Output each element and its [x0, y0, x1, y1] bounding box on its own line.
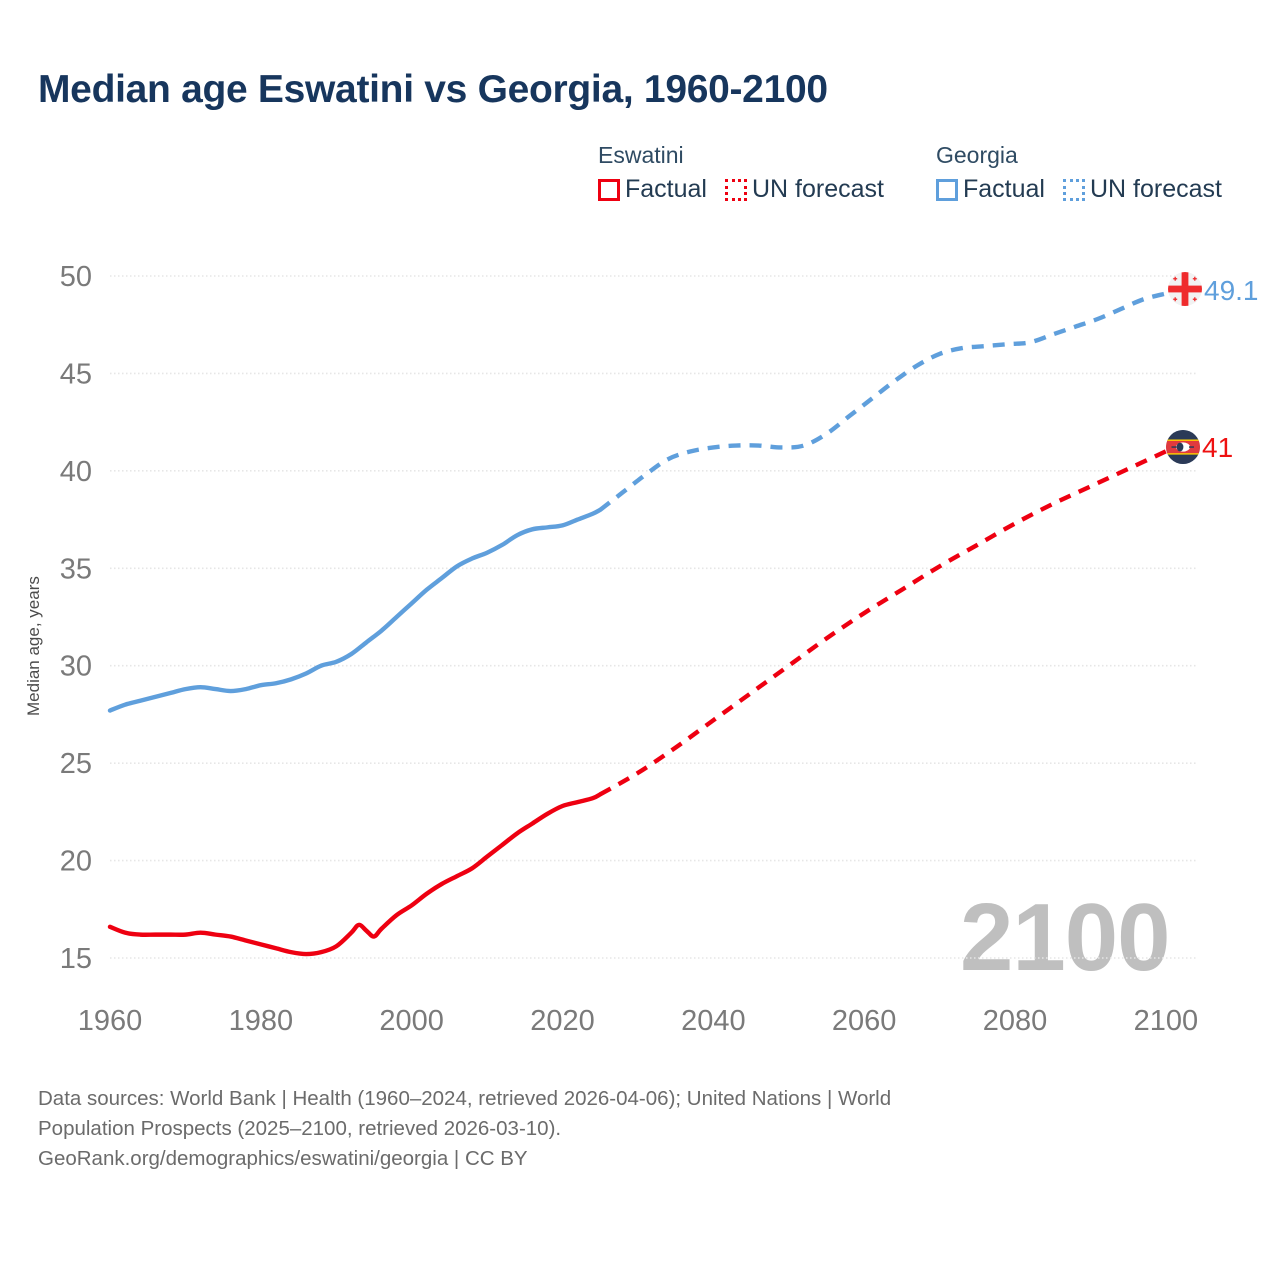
y-axis-tick-label: 50: [60, 261, 92, 293]
legend-item-georgia-factual[interactable]: Factual: [936, 175, 1045, 204]
legend-country-label: Georgia: [936, 142, 1018, 168]
legend-item-georgia-forecast[interactable]: UN forecast: [1062, 175, 1222, 204]
x-axis-tick-label: 2060: [832, 1005, 897, 1037]
footer-line-1: Data sources: World Bank | Health (1960–…: [38, 1087, 892, 1110]
x-axis-tick-label: 1980: [229, 1005, 294, 1037]
dotted-square-outline-icon: [1062, 178, 1085, 201]
georgia-flag-icon: [1168, 272, 1202, 306]
legend-item-label: UN forecast: [1089, 175, 1222, 203]
series-line-factual-eswatini: [107, 792, 603, 957]
legend-group-eswatini: Eswatini Factual UN forecast: [598, 142, 884, 204]
series-lines: [107, 291, 1167, 957]
legend-item-label: Factual: [963, 175, 1045, 203]
x-axis-tick-label: 2000: [379, 1005, 444, 1037]
y-axis-tick-label: 15: [60, 943, 92, 975]
legend-item-label: UN forecast: [751, 175, 884, 203]
series-line-forecast-eswatini: [599, 449, 1167, 797]
y-axis-tick-label: 25: [60, 748, 92, 780]
legend-country-label: Eswatini: [598, 142, 684, 168]
footer-line-2: Population Prospects (2025–2100, retriev…: [38, 1117, 562, 1140]
x-axis-tick-label: 2020: [530, 1005, 595, 1037]
x-axis-tick-label: 2100: [1134, 1005, 1199, 1037]
series-line-factual-georgia: [107, 507, 603, 713]
legend-item-eswatini-factual[interactable]: Factual: [598, 175, 707, 204]
series-line-forecast-georgia: [598, 291, 1167, 512]
x-axis-tick-labels: 1960 1980 2000 2020 2040 2060 2080 2100: [78, 1005, 1198, 1037]
dotted-square-outline-icon: [724, 178, 747, 201]
end-value-eswatini: 41: [1202, 432, 1234, 463]
chart-plot-area: 15 20 25 30 35 40 45 50 1960 1980 2000 2020 2040 206…: [60, 261, 1198, 1037]
watermark-year: 2100: [960, 884, 1171, 991]
footer-line-3: GeoRank.org/demographics/eswatini/georgi…: [38, 1147, 528, 1170]
y-axis-tick-labels: 15 20 25 30 35 40 45 50: [60, 261, 92, 975]
gridlines: [110, 275, 1196, 959]
median-age-line-chart: 15 20 25 30 35 40 45 50 1960 1980 2000 2020 2040 206…: [60, 261, 1198, 1037]
end-value-georgia: 49.1: [1204, 275, 1259, 306]
y-axis-title: Median age, years: [24, 576, 43, 716]
legend-group-georgia: Georgia Factual UN forecast: [936, 142, 1222, 204]
y-axis-tick-label: 45: [60, 358, 92, 390]
eswatini-flag-icon: [1166, 430, 1200, 464]
legend-item-eswatini-forecast[interactable]: UN forecast: [724, 175, 884, 204]
y-axis-tick-label: 40: [60, 456, 92, 488]
y-axis-tick-label: 30: [60, 651, 92, 683]
y-axis-tick-label: 35: [60, 553, 92, 585]
page-title: Median age Eswatini vs Georgia, 1960-210…: [38, 68, 828, 111]
footer-sources: Data sources: World Bank | Health (1960–…: [38, 1084, 1238, 1174]
x-axis-tick-label: 2080: [983, 1005, 1048, 1037]
x-axis-tick-label: 2040: [681, 1005, 746, 1037]
solid-square-outline-icon: [936, 178, 958, 201]
solid-square-outline-icon: [598, 178, 620, 201]
y-axis-tick-label: 20: [60, 846, 92, 878]
legend-item-label: Factual: [625, 175, 707, 203]
x-axis-tick-label: 1960: [78, 1005, 143, 1037]
chart-legend: Eswatini Factual UN forecast Georgia Fac…: [598, 142, 1258, 222]
